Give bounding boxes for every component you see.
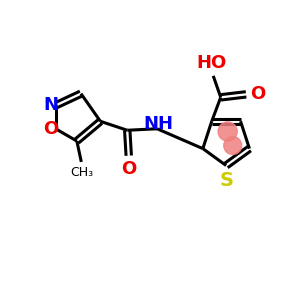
Text: S: S <box>219 171 233 190</box>
Text: N: N <box>43 96 58 114</box>
Text: HO: HO <box>196 54 227 72</box>
Circle shape <box>224 136 242 154</box>
Text: O: O <box>250 85 266 103</box>
Text: NH: NH <box>144 115 174 133</box>
Text: CH₃: CH₃ <box>70 166 93 179</box>
Circle shape <box>218 122 237 141</box>
Text: O: O <box>121 160 136 178</box>
Text: O: O <box>43 120 58 138</box>
